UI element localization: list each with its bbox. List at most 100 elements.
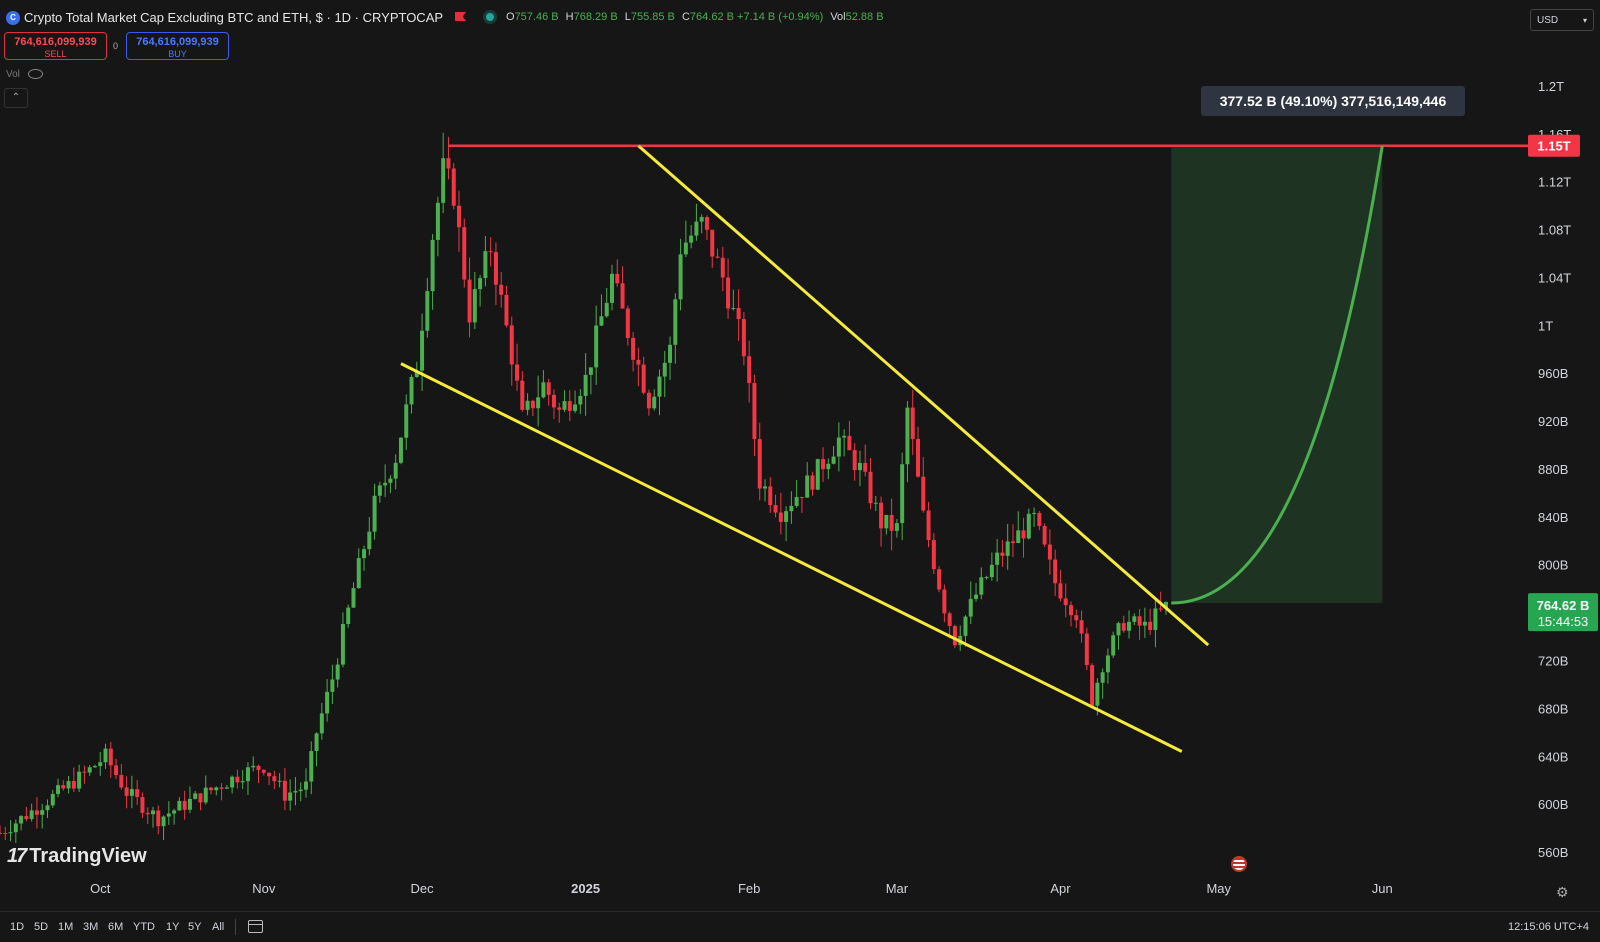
y-tick-label: 800B	[1538, 558, 1568, 573]
candle-body	[625, 308, 630, 338]
volume-indicator-label[interactable]: Vol	[6, 69, 20, 80]
candle-body	[388, 478, 393, 483]
candle-body	[821, 459, 826, 470]
candle-body	[620, 283, 625, 309]
timeframe-ytd[interactable]: YTD	[133, 921, 155, 933]
volume-value: 52.88 B	[845, 11, 884, 23]
timeframe-5y[interactable]: 5Y	[188, 921, 202, 933]
candle-body	[346, 607, 351, 624]
eye-hidden-icon[interactable]	[28, 69, 43, 79]
candle-body	[1132, 616, 1137, 622]
x-tick-label: May	[1206, 881, 1231, 896]
sell-button[interactable]: 764,616,099,939 SELL	[4, 32, 107, 60]
candle-body	[488, 251, 493, 253]
currency-select[interactable]: USD ▾	[1530, 9, 1594, 31]
candle-body	[441, 158, 446, 203]
symbol-title[interactable]: Crypto Total Market Cap Excluding BTC an…	[24, 10, 444, 25]
candle-body	[8, 832, 13, 834]
symbol-icon[interactable]: C	[6, 11, 20, 25]
collapse-legend-button[interactable]: ⌃	[4, 88, 28, 108]
candle-body	[356, 558, 361, 589]
flag-icon[interactable]	[455, 12, 466, 21]
timeframe-1y[interactable]: 1Y	[166, 921, 180, 933]
y-tick-label: 1.2T	[1538, 79, 1564, 94]
candle-body	[1037, 512, 1042, 527]
candle-body	[562, 401, 567, 410]
candle-body	[71, 781, 76, 789]
measure-label-bg	[1201, 86, 1465, 116]
candle-body	[963, 616, 968, 636]
candle-body	[478, 278, 483, 290]
buy-button[interactable]: 764,616,099,939 BUY	[126, 32, 229, 60]
timeframe-6m[interactable]: 6M	[108, 921, 124, 933]
timeframe-all[interactable]: All	[212, 921, 225, 933]
candle-body	[108, 748, 113, 766]
us-flag-icon[interactable]	[1231, 856, 1247, 872]
candle-body	[931, 539, 936, 570]
candle-body	[921, 476, 926, 511]
candle-body	[135, 789, 140, 798]
candle-body	[451, 168, 456, 206]
candle-body	[916, 439, 920, 477]
clock-timezone[interactable]: 12:15:06 UTC+4	[1508, 921, 1590, 933]
candle-body	[530, 400, 535, 409]
y-tick-label: 560B	[1538, 845, 1568, 860]
candle-body	[773, 505, 778, 513]
candle-body	[1042, 526, 1047, 545]
candle-body	[1000, 552, 1005, 556]
candle-body	[857, 462, 862, 471]
candle-body	[868, 471, 873, 504]
candle-body	[979, 577, 984, 595]
y-tick-label: 840B	[1538, 510, 1568, 525]
timeframe-1d[interactable]: 1D	[10, 921, 25, 933]
candle-body	[578, 395, 583, 405]
candle-body	[1010, 541, 1015, 544]
candle-body	[203, 787, 208, 803]
candle-body	[1116, 623, 1121, 636]
candle-body	[541, 382, 546, 398]
candle-body	[92, 766, 97, 768]
buy-label: BUY	[168, 49, 187, 59]
candle-body	[588, 367, 593, 375]
timeframe-5d[interactable]: 5D	[34, 921, 49, 933]
candle-body	[567, 401, 572, 411]
y-tick-label: 880B	[1538, 462, 1568, 477]
measure-label: 377.52 B (49.10%) 377,516,149,446	[1220, 93, 1447, 109]
calendar-icon[interactable]	[248, 920, 263, 933]
candle-body	[1105, 655, 1110, 673]
candle-body	[87, 767, 92, 773]
candle-body	[172, 810, 177, 814]
tv-logo-icon: 17	[7, 845, 27, 867]
candle-body	[1016, 530, 1021, 544]
candle-body	[24, 816, 29, 820]
timeframe-1m[interactable]: 1M	[58, 921, 74, 933]
candle-body	[319, 713, 324, 734]
candle-body	[799, 497, 804, 499]
candle-body	[166, 813, 171, 817]
current-price-tag	[1528, 593, 1598, 632]
bottom-toolbar: 1D 5D 1M 3M 6M YTD 1Y 5Y All 12:15:06 UT…	[0, 911, 1600, 942]
candle-body	[631, 337, 636, 360]
candle-body	[678, 254, 683, 300]
candle-body	[968, 598, 973, 617]
wedge-lower-line	[400, 362, 1183, 753]
candle-body	[367, 531, 372, 550]
candle-body	[784, 511, 789, 522]
y-tick-label: 1.12T	[1538, 175, 1571, 190]
tradingview-logo[interactable]: 17 TradingView	[7, 845, 147, 867]
candle-body	[910, 407, 915, 440]
candle-body	[1079, 620, 1084, 634]
candle-body	[652, 396, 657, 409]
candle-body	[1127, 621, 1132, 631]
candle-body	[789, 505, 794, 512]
candle-body	[156, 810, 161, 827]
high-value: 768.29 B	[573, 11, 618, 23]
candle-body	[3, 833, 8, 835]
candle-body	[425, 291, 430, 331]
axis-settings-icon[interactable]: ⚙	[1556, 884, 1569, 900]
candle-body	[114, 765, 119, 776]
projection-curve	[1171, 145, 1384, 605]
timeframe-3m[interactable]: 3M	[83, 921, 99, 933]
candle-body	[646, 392, 651, 409]
